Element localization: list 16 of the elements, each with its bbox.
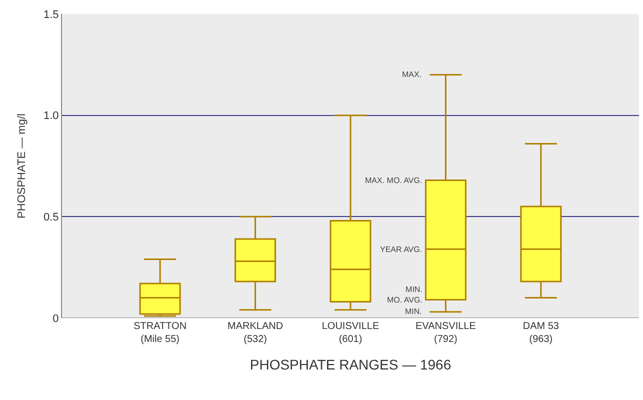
x-tick-label: EVANSVILLE (792): [416, 321, 476, 345]
y-axis-title: PHOSPHATE — mg/l: [16, 114, 28, 218]
y-tick-label: 0: [52, 312, 59, 325]
annotation: MIN. MO. AVG.: [387, 285, 422, 304]
annotation: YEAR AVG.: [380, 245, 422, 254]
annotation: MAX.: [402, 70, 422, 79]
x-tick-label: LOUISVILLE (601): [322, 321, 380, 345]
x-tick-label: DAM 53 (963): [522, 321, 560, 345]
x-tick-label: MARKLAND (532): [228, 321, 284, 345]
y-tick-label: 0.5: [44, 212, 59, 224]
y-tick-label: 1.0: [44, 110, 59, 122]
annotation: MIN.: [405, 307, 422, 316]
x-axis-title: PHOSPHATE RANGES — 1966: [250, 356, 452, 372]
annotation: MAX. MO. AVG.: [365, 176, 422, 185]
y-tick-label: 1.5: [44, 8, 59, 21]
x-tick-label: STRATTON (Mile 55): [134, 321, 187, 345]
